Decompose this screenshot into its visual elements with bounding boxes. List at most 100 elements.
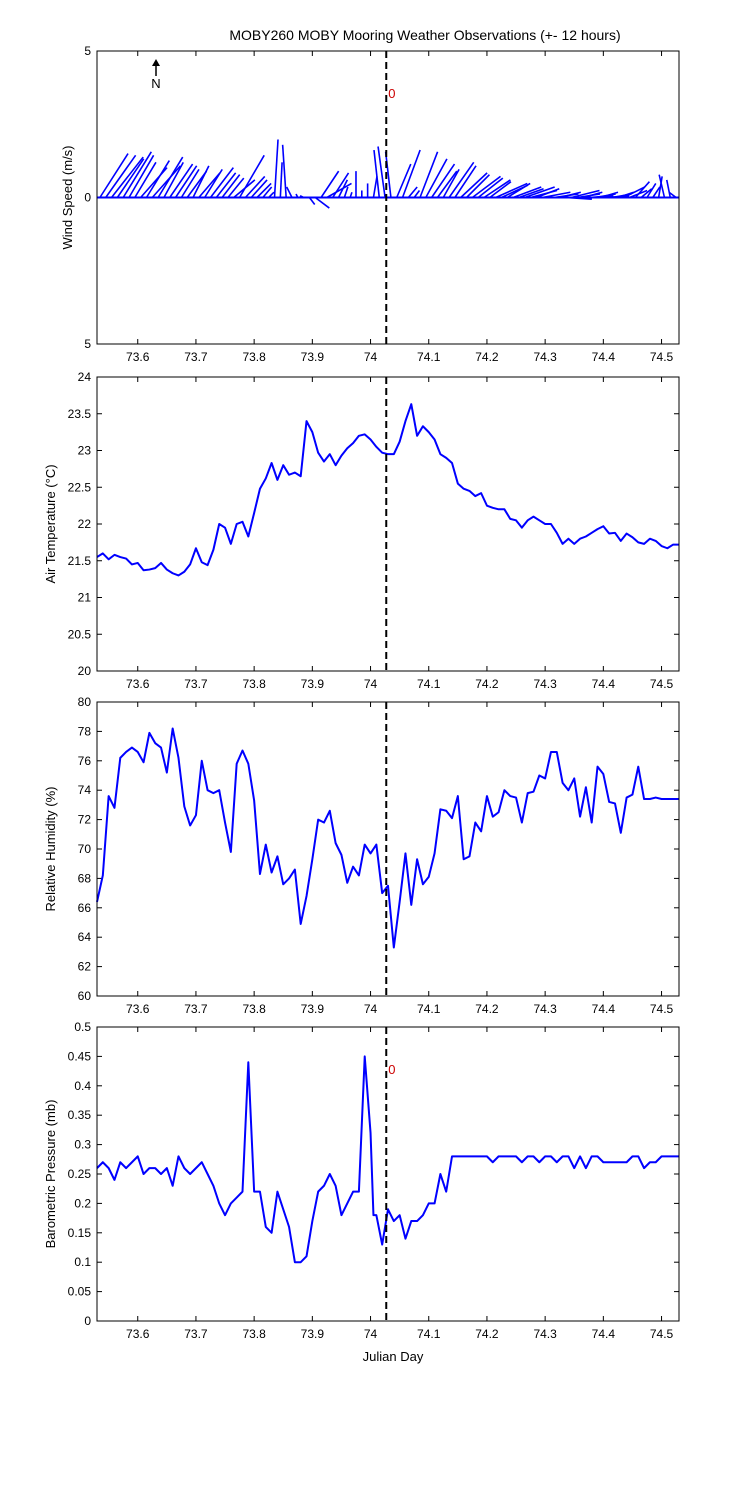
wind-vector [134, 161, 157, 198]
wind-vector [163, 161, 184, 198]
wind-vector [122, 151, 152, 198]
wind-vector [634, 181, 651, 199]
wind-vector [337, 179, 349, 198]
y-tick-label: 62 [78, 960, 92, 974]
wind-vector [442, 168, 460, 198]
plot-frame [96, 1026, 680, 1322]
y-tick-label: 0.5 [74, 1020, 91, 1034]
x-tick-label: 73.9 [301, 1002, 325, 1016]
x-axis-label: Julian Day [363, 1349, 424, 1364]
x-tick-label: 73.8 [242, 350, 266, 364]
y-tick-label: 0.4 [74, 1079, 91, 1093]
wind-vector [250, 179, 268, 199]
wind-vector [332, 172, 350, 198]
x-tick-label: 73.7 [184, 677, 208, 691]
x-tick-label: 74.2 [475, 350, 499, 364]
wind-vector [244, 175, 266, 199]
x-tick-label: 74.3 [533, 677, 557, 691]
wind-vector [536, 187, 560, 199]
wind-vector [582, 191, 603, 199]
wind-vector [652, 186, 661, 198]
x-tick-label: 74.5 [650, 1002, 674, 1016]
wind-vector [448, 161, 475, 198]
wind-vector [174, 165, 198, 198]
x-tick-label: 73.9 [301, 1327, 325, 1341]
wind-vector [281, 144, 287, 198]
wind-vector [518, 187, 544, 199]
wind-vector [326, 182, 352, 199]
x-tick-label: 74.1 [417, 350, 441, 364]
wind-vector [495, 182, 528, 199]
x-tick-label: 74.3 [533, 350, 557, 364]
relative-humidity-panel: 73.6 73.7 73.8 73.9 74 74.1 74.2 74.3 74.4 74.5 60… [43, 695, 680, 1016]
x-tick-label: 73.7 [184, 1327, 208, 1341]
y-tick-label: 0 [84, 191, 91, 205]
x-tick-label: 74.4 [592, 350, 616, 364]
wind-vector [273, 139, 279, 198]
wind-vector [640, 188, 653, 199]
wind-vector [209, 167, 234, 198]
y-tick-label: 22.5 [68, 480, 92, 494]
y-tick-label: 0 [84, 1314, 91, 1328]
plot-frame [96, 701, 680, 997]
wind-vector [665, 179, 672, 198]
wind-vector [157, 156, 184, 198]
y-tick-label: 60 [78, 989, 92, 1003]
wind-vector [600, 191, 619, 199]
wind-vector [425, 158, 448, 198]
x-tick-label: 73.6 [126, 1002, 150, 1016]
y-tick-label: 74 [78, 783, 92, 797]
x-tick-label: 74.2 [475, 1327, 499, 1341]
north-label: N [151, 76, 160, 91]
wind-vector [489, 181, 512, 199]
wind-vector [419, 151, 439, 198]
y-tick-label: 21 [78, 591, 92, 605]
x-tick-label: 73.8 [242, 1002, 266, 1016]
y-axis-label: Air Temperature (°C) [43, 464, 58, 583]
y-tick-label: 0.05 [68, 1285, 92, 1299]
wind-vector [571, 189, 600, 199]
plot-frame [96, 376, 680, 672]
wind-vector [395, 163, 412, 198]
y-tick-label: 72 [78, 813, 92, 827]
barometric-pressure-panel: 73.6 73.7 73.8 73.9 74 74.1 74.2 74.3 74.4 74.5 0 0… [43, 1020, 680, 1341]
y-tick-label: 0.3 [74, 1138, 91, 1152]
wind-vector [343, 186, 349, 198]
x-tick-label: 73.6 [126, 350, 150, 364]
wind-vector [256, 182, 272, 199]
wind-vector [349, 191, 353, 198]
wind-vector [483, 179, 511, 199]
wind-vector [221, 174, 241, 198]
y-tick-label: 21.5 [68, 554, 92, 568]
x-tick-label: 73.6 [126, 1327, 150, 1341]
x-tick-label: 74.1 [417, 677, 441, 691]
wind-vector [99, 153, 129, 198]
x-tick-label: 74.1 [417, 1002, 441, 1016]
x-tick-label: 74.5 [650, 1327, 674, 1341]
wind-vector [512, 186, 542, 199]
y-tick-label: 23.5 [68, 407, 92, 421]
wind-speed-panel: 73.6 73.7 73.8 73.9 74 74.1 74.2 74.3 74.4 74.5 5 0… [60, 44, 680, 364]
wind-vector [506, 182, 531, 199]
wind-vector [668, 191, 677, 199]
x-tick-label: 74.5 [650, 350, 674, 364]
x-tick-label: 74.5 [650, 677, 674, 691]
x-tick-label: 74.4 [592, 1327, 616, 1341]
wind-vector [203, 168, 223, 198]
series-line [96, 1055, 679, 1264]
wind-vector [658, 174, 666, 198]
y-tick-label: 70 [78, 842, 92, 856]
wind-vector [279, 162, 283, 198]
wind-vector [215, 172, 237, 198]
y-tick-label: 76 [78, 754, 92, 768]
wind-vector [477, 177, 504, 199]
wind-vector [401, 149, 421, 198]
y-tick-label: 80 [78, 695, 92, 709]
wind-vector [471, 175, 501, 199]
wind-vector [198, 172, 221, 199]
x-tick-label: 74.3 [533, 1002, 557, 1016]
wind-vector [377, 146, 386, 198]
x-tick-label: 74 [364, 1327, 378, 1341]
figure-title: MOBY260 MOBY Mooring Weather Observation… [229, 27, 620, 43]
